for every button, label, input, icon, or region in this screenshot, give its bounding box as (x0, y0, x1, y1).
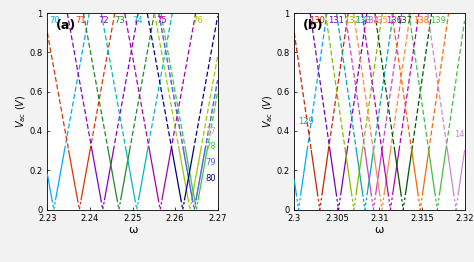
Text: 71: 71 (75, 17, 86, 25)
Text: 75: 75 (156, 17, 166, 25)
Text: 135: 135 (372, 17, 388, 25)
Text: 133: 133 (355, 17, 371, 25)
Text: 136: 136 (386, 17, 402, 25)
Text: 78: 78 (205, 142, 216, 151)
Text: 77: 77 (205, 127, 216, 135)
Text: 129: 129 (299, 117, 314, 126)
Y-axis label: $V_{\rm ac}\ (V)$: $V_{\rm ac}\ (V)$ (261, 95, 275, 128)
Text: 76: 76 (192, 17, 203, 25)
Text: (a): (a) (56, 19, 76, 32)
X-axis label: ω: ω (128, 225, 137, 235)
Text: 72: 72 (99, 17, 109, 25)
Text: 70: 70 (49, 17, 60, 25)
Text: 130: 130 (310, 17, 326, 25)
Text: 132: 132 (344, 17, 359, 25)
Text: 131: 131 (328, 17, 344, 25)
Text: 73: 73 (115, 17, 126, 25)
Text: 140: 140 (454, 130, 470, 139)
Text: 79: 79 (205, 158, 216, 167)
Text: 137: 137 (396, 17, 412, 25)
Text: 74: 74 (133, 17, 143, 25)
Text: 138: 138 (413, 17, 429, 25)
Y-axis label: $V_{\rm ac}\ (V)$: $V_{\rm ac}\ (V)$ (14, 95, 28, 128)
Text: 134: 134 (363, 17, 379, 25)
Text: 139: 139 (430, 17, 447, 25)
Text: 80: 80 (205, 174, 216, 183)
X-axis label: ω: ω (375, 225, 384, 235)
Text: (b): (b) (303, 19, 323, 32)
